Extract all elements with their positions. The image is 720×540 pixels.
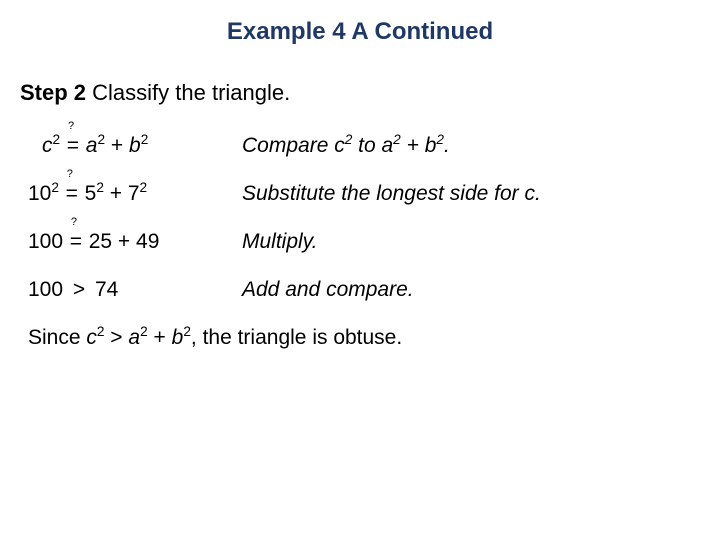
var-a: a: [86, 134, 98, 157]
sup: 2: [96, 180, 104, 195]
equals: =: [70, 230, 82, 254]
row2-lhs: 102 ?= 52 + 72: [28, 182, 242, 206]
var-c: c: [42, 134, 53, 157]
plus: +: [105, 134, 129, 157]
text: +: [401, 134, 425, 157]
num: 7: [128, 182, 140, 205]
steps-container: c2 ?= a2 + b2 Compare c2 to a2 + b2. 102…: [42, 134, 720, 302]
step-row-4: 100 > 74 Add and compare.: [42, 278, 720, 302]
var-c: c: [86, 326, 97, 349]
text: Since: [28, 326, 86, 349]
qmark: ?: [71, 217, 77, 228]
row1-lhs: c2 ?= a2 + b2: [42, 134, 242, 158]
step-instruction-text: Classify the triangle.: [92, 80, 290, 105]
operator-gt: >: [69, 278, 89, 301]
step-row-3: 100 ?= 25 + 49 Multiply.: [42, 230, 720, 254]
plus: +: [104, 182, 128, 205]
row4-rhs: Add and compare.: [242, 278, 414, 302]
sup-2c: 2: [141, 132, 149, 147]
question-equals: ?=: [69, 230, 83, 254]
sup: 2: [51, 180, 59, 195]
qmark: ?: [67, 169, 73, 180]
var-b: b: [129, 134, 141, 157]
var-a: a: [128, 326, 140, 349]
var-b: b: [172, 326, 184, 349]
sup: 2: [436, 132, 444, 147]
num: 49: [136, 230, 159, 253]
num: 10: [28, 182, 51, 205]
equals: =: [66, 182, 78, 206]
qmark: ?: [68, 121, 74, 132]
step-row-2: 102 ?= 52 + 72 Substitute the longest si…: [42, 182, 720, 206]
equals: =: [67, 134, 79, 158]
num: 25: [89, 230, 112, 253]
row3-lhs: 100 ?= 25 + 49: [28, 230, 242, 254]
row1-rhs: Compare c2 to a2 + b2.: [242, 134, 450, 158]
row3-rhs: Multiply.: [242, 230, 317, 254]
sup: 2: [183, 324, 191, 339]
step-label: Step 2: [20, 80, 86, 105]
sup-2b: 2: [97, 132, 105, 147]
num: 5: [85, 182, 97, 205]
num: 100: [28, 278, 63, 301]
num: 100: [28, 230, 63, 253]
step-row-1: c2 ?= a2 + b2 Compare c2 to a2 + b2.: [42, 134, 720, 158]
var-c2: c: [334, 134, 345, 157]
num: 74: [95, 278, 118, 301]
sup: 2: [140, 180, 148, 195]
row4-lhs: 100 > 74: [28, 278, 242, 302]
plus: +: [148, 326, 172, 349]
text: , the triangle is obtuse.: [191, 326, 402, 349]
sup-2: 2: [53, 132, 61, 147]
var-a2: a: [381, 134, 393, 157]
conclusion: Since c2 > a2 + b2, the triangle is obtu…: [28, 326, 720, 350]
var-b2: b: [425, 134, 437, 157]
sup: 2: [393, 132, 401, 147]
question-equals: ?=: [65, 182, 79, 206]
text: to: [352, 134, 381, 157]
slide-title: Example 4 A Continued: [0, 0, 720, 46]
row2-rhs: Substitute the longest side for c.: [242, 182, 541, 206]
step-header: Step 2 Classify the triangle.: [20, 80, 720, 106]
plus: +: [112, 230, 136, 253]
question-equals: ?=: [66, 134, 80, 158]
text: Compare: [242, 134, 334, 157]
sup: 2: [140, 324, 148, 339]
text: .: [444, 134, 450, 157]
operator-gt: >: [104, 326, 128, 349]
